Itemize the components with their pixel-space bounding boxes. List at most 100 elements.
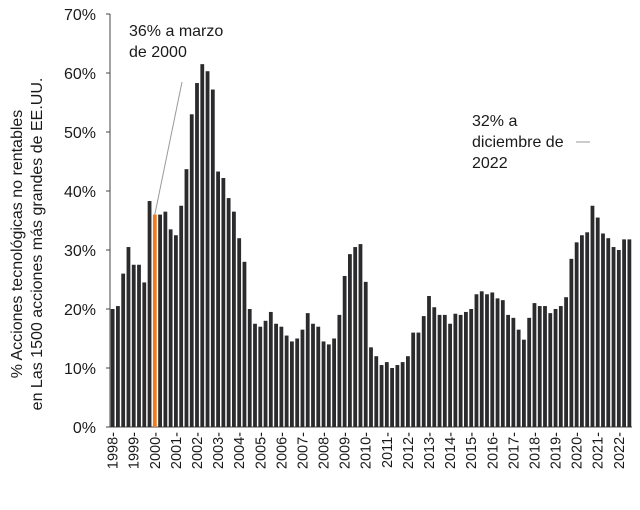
bar [595,217,600,427]
x-tick-labels: 1998- 1999- 2000- 2001- 2002- 2003- 2004- 2005-… [106,432,628,469]
bar [558,306,563,427]
bar [247,309,252,427]
y-axis-title-line1: % Acciones tecnológicas no rentables [9,110,26,379]
x-tick-label: 2000- [148,432,164,469]
bar [537,306,542,427]
bar [495,298,500,427]
x-tick-label: 2010- [359,432,375,469]
bar [500,300,505,427]
bar [543,306,547,427]
annotation-2000-leader [154,81,183,215]
bar [569,258,574,427]
x-tick-label: 1999- [127,432,143,469]
bar [469,309,474,427]
bar [131,264,136,427]
x-tick-label: 2017- [506,432,522,469]
x-tick-label: 2003- [211,432,227,469]
bar [627,239,632,427]
bar [305,313,310,427]
y-tick-label: 0% [73,420,96,437]
bar [332,338,336,427]
x-tick-label: 2009- [338,432,354,469]
bar [427,296,431,427]
annotations: 36% a marzo de 2000 32% a diciembre de 2… [129,23,590,215]
x-tick-label: 2001- [169,432,185,469]
bar [147,201,152,427]
x-tick-label: 2012- [401,432,417,469]
bar [511,317,516,427]
bar [295,338,300,427]
bar [606,238,611,427]
bar [137,264,141,427]
bar [311,323,315,427]
bar [574,242,579,427]
x-tick-label: 2004- [232,432,248,469]
bar [258,326,263,427]
bar [205,71,210,427]
bar [464,311,468,427]
bar [279,326,284,427]
x-tick-label: 2006- [274,432,290,469]
bar [216,171,220,427]
bar [479,291,484,427]
x-tick-label: 2020- [570,432,586,469]
bar [158,214,162,427]
x-tick-label: 2013- [422,432,438,469]
bar [400,362,405,427]
bar [585,232,590,427]
bar [284,335,289,427]
bar [580,235,584,427]
annotation-2000-line1: 36% a marzo [129,23,223,40]
y-tick-labels: 0% 10% 20% 30% 40% 50% 60% 70% [64,7,96,437]
x-tick-label: 2014- [443,432,459,469]
bar [590,205,595,427]
bar [432,307,437,427]
y-tick-label: 10% [64,361,96,378]
bar [395,365,400,427]
bar [448,323,452,427]
bar [189,114,194,428]
annotation-2022-line3: 2022 [472,155,508,172]
bar [564,297,568,427]
bar [242,261,247,427]
bar [622,239,626,427]
bar [369,347,373,427]
bar [411,332,416,427]
bar [553,309,558,427]
bar [421,316,426,427]
bar [263,320,268,427]
bar [611,247,616,427]
bar [548,313,553,427]
bar [321,341,326,427]
bar [268,311,273,427]
y-tick-label: 50% [64,125,96,142]
y-axis-title: % Acciones tecnológicas no rentables en … [9,78,46,411]
x-tick-label: 1998- [106,432,122,469]
bar [163,211,168,427]
bar [226,198,231,427]
y-tick-label: 60% [64,66,96,83]
bar [522,339,526,427]
bar [490,292,495,427]
bar [210,89,215,428]
x-tick-label: 2002- [190,432,206,469]
bars [110,64,632,428]
annotation-2022-line2: diciembre de [472,134,564,151]
x-tick-label: 2007- [296,432,312,469]
bar [390,368,394,427]
bar [110,309,115,427]
bar [121,273,126,427]
bar [316,326,321,427]
bar [290,341,294,427]
bar [237,238,242,427]
bar [221,178,226,427]
bar [337,314,342,427]
bar [195,83,199,427]
bar [326,344,331,427]
bar [184,169,189,428]
bar [300,329,305,427]
bar [363,281,368,427]
bar [274,323,278,427]
bar [179,205,184,427]
